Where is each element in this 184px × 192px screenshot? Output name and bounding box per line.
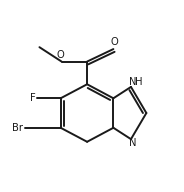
Text: N: N xyxy=(129,138,137,148)
Text: F: F xyxy=(29,93,35,103)
Text: N: N xyxy=(129,77,137,87)
Text: O: O xyxy=(57,50,65,60)
Text: O: O xyxy=(111,37,119,47)
Text: H: H xyxy=(135,77,142,87)
Text: Br: Br xyxy=(13,123,24,133)
